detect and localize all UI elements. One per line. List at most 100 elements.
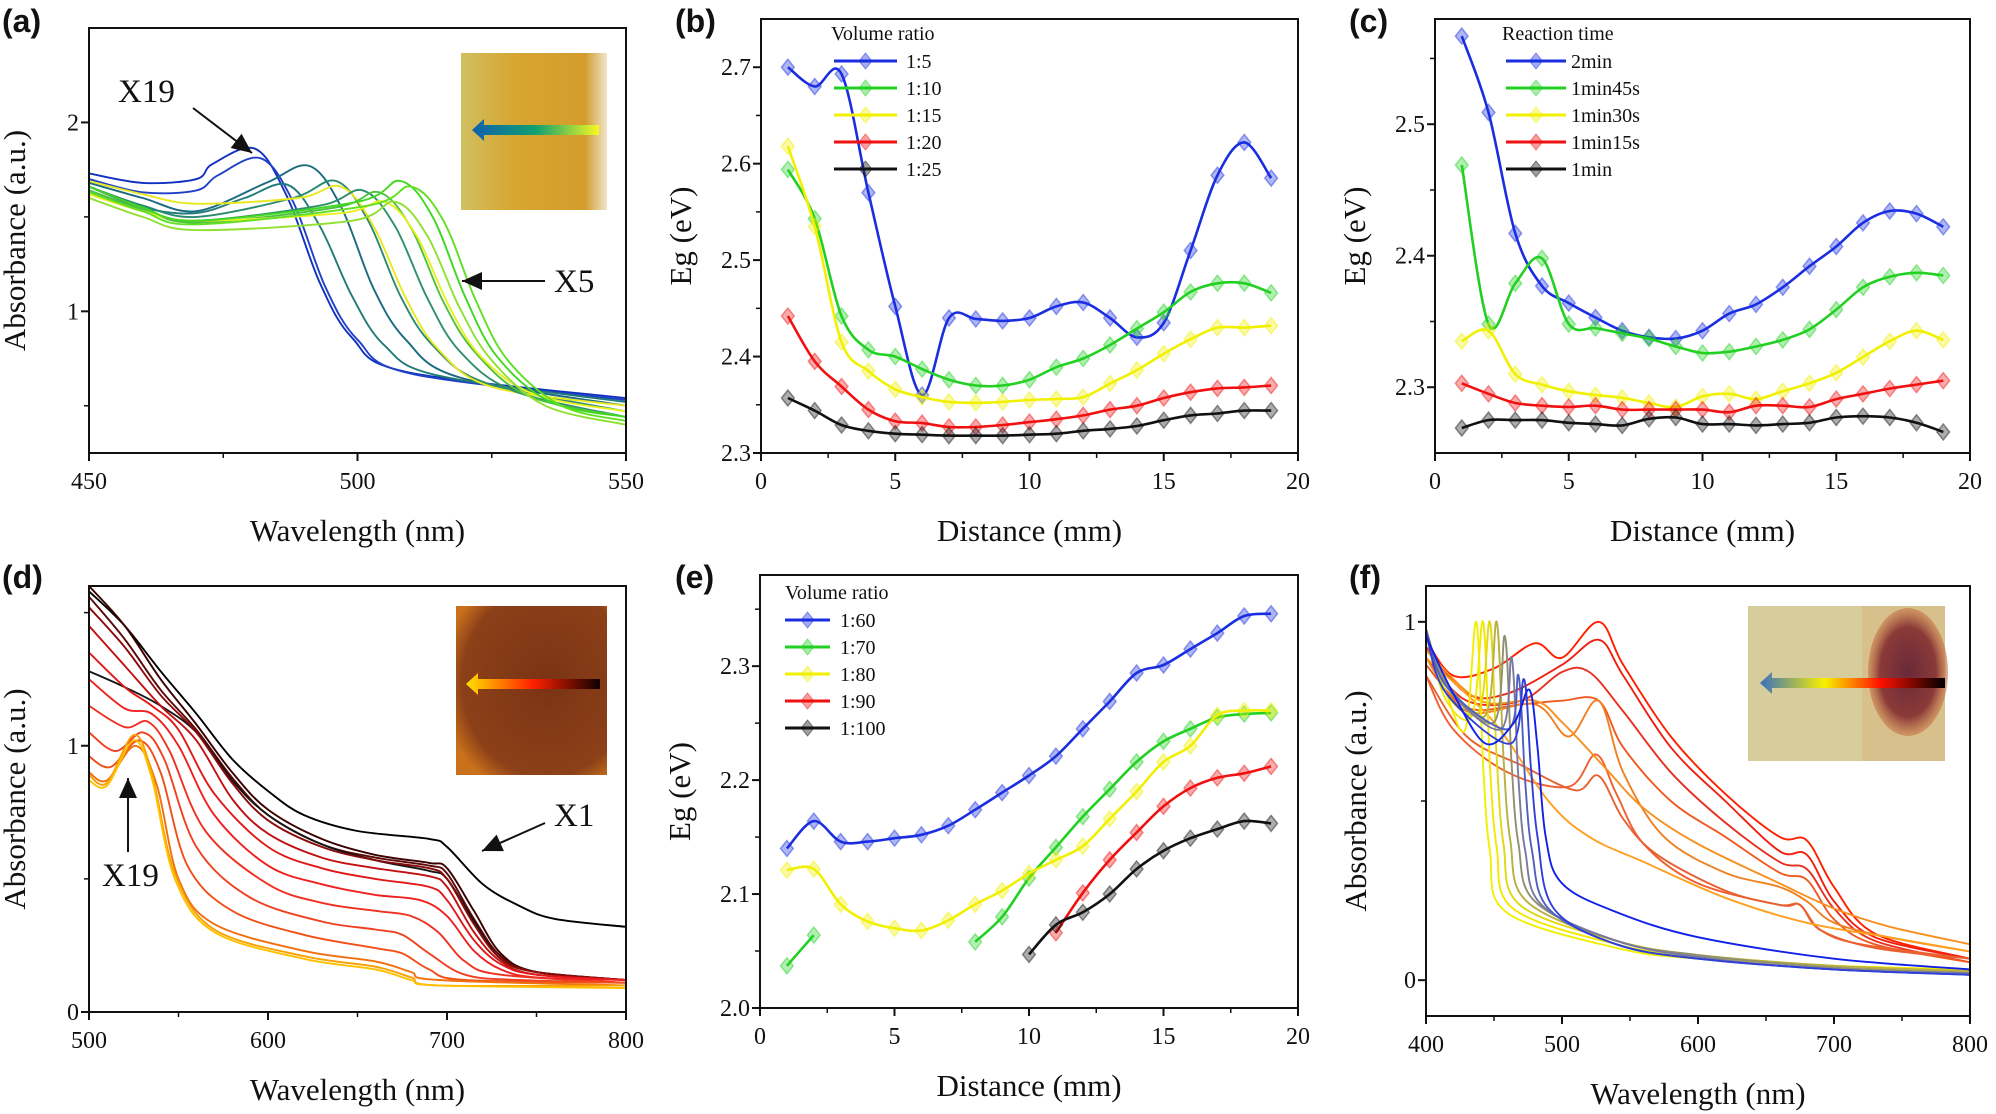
- legend-label: 2min: [1571, 51, 1612, 73]
- data-point-marker: [1641, 409, 1657, 429]
- gradient-arrow-icon: [1760, 672, 1945, 694]
- x-tick-label: 20: [1958, 469, 1982, 495]
- data-point-marker: [780, 58, 796, 77]
- series-line-1:90: [1054, 765, 1272, 934]
- data-point-marker: [1129, 752, 1144, 772]
- legend-marker: [1528, 106, 1544, 124]
- spectrum-curve: [1426, 628, 1970, 974]
- data-point-marker: [968, 426, 984, 445]
- data-point-marker: [1048, 850, 1064, 870]
- data-point-marker: [1614, 324, 1630, 343]
- data-point-marker: [1263, 168, 1279, 188]
- spectrum-curve: [1426, 632, 1970, 976]
- legend-entry: 1min45s: [1506, 78, 1640, 100]
- legend-marker: [858, 133, 873, 151]
- x-tick-label: 5: [1563, 469, 1575, 495]
- data-point-marker: [995, 311, 1011, 331]
- y-axis-title: Eg (eV): [663, 187, 698, 286]
- x-axis-title: Wavelength (nm): [250, 513, 465, 548]
- data-point-marker: [1075, 421, 1091, 441]
- series-line-1:80: [786, 708, 1272, 933]
- data-point-marker: [1210, 404, 1225, 423]
- panel-f: (f) 400 500 600 700 800 0 1 Wavelength (nm) Absor…: [1338, 559, 1988, 1111]
- data-point-marker: [1183, 383, 1198, 402]
- data-point-marker: [1209, 768, 1225, 788]
- data-point-marker: [1561, 381, 1577, 401]
- panel-label: (b): [675, 3, 716, 39]
- legend-marker: [1528, 52, 1544, 70]
- data-point-marker: [806, 925, 822, 945]
- plot-area: [89, 146, 626, 426]
- data-point-marker: [1454, 155, 1470, 175]
- data-point-marker: [1048, 297, 1064, 316]
- panel-label: (c): [1349, 3, 1388, 39]
- x-tick-label: 15: [1152, 469, 1176, 495]
- data-point-marker: [1102, 374, 1118, 393]
- data-point-marker: [1748, 416, 1764, 435]
- legend-marker: [800, 719, 815, 737]
- data-point-marker: [1102, 850, 1118, 870]
- data-point-marker: [1775, 278, 1791, 297]
- data-point-marker: [1935, 330, 1951, 350]
- gradient-arrow-icon: [466, 673, 600, 695]
- data-point-marker: [1668, 337, 1684, 356]
- data-point-marker: [1183, 829, 1198, 848]
- arrowhead-icon: [119, 778, 137, 798]
- x-tick-label: 5: [889, 469, 901, 495]
- data-point-marker: [967, 932, 983, 952]
- spectrum-curve: [1426, 657, 1970, 953]
- data-point-marker: [967, 895, 983, 914]
- data-point-marker: [1775, 414, 1791, 434]
- data-point-marker: [779, 860, 795, 880]
- series-line-2min: [1460, 35, 1944, 341]
- data-point-marker: [887, 424, 903, 443]
- x-axis-title: Wavelength (nm): [1590, 1076, 1805, 1111]
- data-point-marker: [860, 832, 875, 851]
- y-axis-title: Absorbance (a.u.): [1338, 690, 1373, 911]
- legend-marker: [858, 160, 873, 178]
- data-point-marker: [1668, 408, 1684, 427]
- data-point-marker: [1183, 329, 1198, 349]
- data-point-marker: [1454, 418, 1470, 438]
- data-point-marker: [1748, 396, 1764, 415]
- data-point-marker: [1935, 371, 1951, 390]
- data-point-marker: [860, 912, 875, 931]
- data-point-marker: [1481, 321, 1496, 340]
- data-point-marker: [1668, 397, 1684, 417]
- data-point-marker: [834, 306, 849, 326]
- legend-entry: 1:70: [785, 637, 876, 659]
- series-line-1min30s: [1461, 328, 1944, 409]
- arrowhead-icon: [230, 133, 252, 153]
- data-point-marker: [1855, 347, 1871, 367]
- spectrum-curve: [89, 704, 626, 984]
- y-tick-label: 1: [1404, 610, 1416, 636]
- data-point-marker: [1022, 308, 1037, 328]
- plot-area: [780, 58, 1279, 445]
- x-tick-label: 600: [250, 1028, 286, 1054]
- annotation-label: X19: [118, 74, 175, 110]
- data-point-marker: [1075, 387, 1091, 407]
- spectrum-curve: [89, 625, 626, 981]
- data-point-marker: [914, 425, 930, 444]
- data-point-marker: [940, 816, 956, 835]
- data-point-marker: [833, 832, 849, 851]
- arrowhead-icon: [482, 834, 504, 852]
- data-point-marker: [995, 376, 1011, 395]
- data-point-marker: [1075, 836, 1091, 856]
- data-point-marker: [968, 393, 984, 413]
- data-point-marker: [1909, 321, 1924, 340]
- x-tick-label: 10: [1018, 469, 1042, 495]
- data-point-marker: [994, 907, 1010, 927]
- data-point-marker: [1156, 732, 1171, 751]
- x-tick-label: 15: [1152, 1024, 1176, 1050]
- data-point-marker: [968, 309, 984, 329]
- x-tick-label: 0: [755, 469, 767, 495]
- data-point-marker: [834, 415, 849, 435]
- series-line-1min15s: [1461, 379, 1944, 414]
- data-point-marker: [1263, 283, 1279, 303]
- data-point-marker: [1561, 397, 1577, 417]
- data-point-marker: [1236, 401, 1252, 420]
- legend-label: 1:15: [906, 105, 942, 127]
- data-point-marker: [1048, 357, 1064, 377]
